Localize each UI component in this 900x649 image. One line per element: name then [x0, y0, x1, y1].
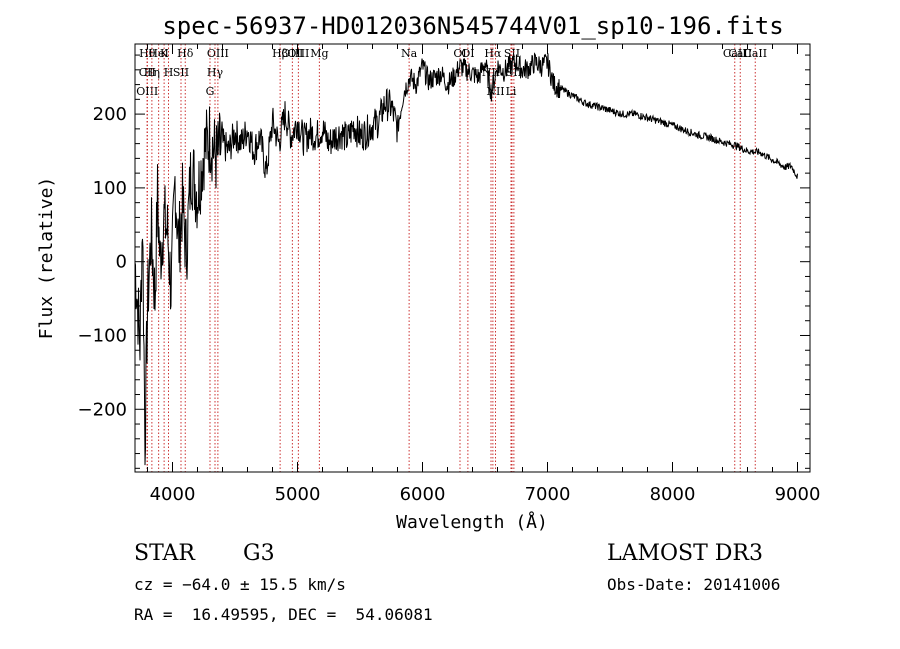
- x-tick-label: 5000: [275, 484, 321, 505]
- y-tick-label: −100: [78, 325, 127, 346]
- line-marker-label: HeI: [148, 47, 168, 60]
- spectrum-chart: spec-56937-HD012036N545744V01_sp10-196.f…: [36, 12, 821, 533]
- obs-date: Obs-Date: 20141006: [607, 575, 781, 594]
- coordinates: RA = 16.49595, DEC = 54.06081: [134, 605, 433, 624]
- line-marker-label: CaII: [723, 47, 747, 60]
- line-marker-label: Hα: [484, 47, 502, 60]
- x-tick-label: 9000: [775, 484, 821, 505]
- y-tick-label: 200: [93, 104, 127, 125]
- line-marker-label: CaII: [743, 47, 767, 60]
- x-axis-label: Wavelength (Å): [396, 511, 548, 533]
- line-marker-label: G: [206, 85, 215, 98]
- y-tick-label: 0: [116, 252, 127, 273]
- x-tick-label: 8000: [650, 484, 696, 505]
- line-marker-label: Hθ: [139, 47, 156, 60]
- line-marker-label: OIII: [287, 47, 309, 60]
- y-tick-label: −200: [78, 399, 127, 420]
- line-marker-label: OIII: [136, 85, 158, 98]
- x-tick-label: 4000: [150, 484, 196, 505]
- line-marker-label: Hγ: [207, 66, 224, 79]
- line-marker-label: OIII: [207, 47, 229, 60]
- x-tick-label: 7000: [525, 484, 571, 505]
- line-marker-label: OI: [461, 47, 474, 60]
- line-marker-label: CaII: [728, 47, 752, 60]
- line-marker-label: Hη: [144, 66, 160, 79]
- spectrum-line: [134, 52, 798, 466]
- y-tick-label: 100: [93, 178, 127, 199]
- line-marker-label: Na: [401, 47, 418, 60]
- line-marker-label: Hδ: [177, 47, 194, 60]
- line-marker-label: Hβ: [272, 47, 288, 60]
- line-marker-label: Mg: [310, 47, 328, 60]
- plot-frame: [134, 43, 811, 473]
- line-marker-label: K: [160, 47, 169, 60]
- line-marker-label: Li: [506, 85, 517, 98]
- y-axis-label: Flux (relative): [36, 177, 57, 340]
- line-marker-label: SII: [173, 66, 189, 79]
- object-type: STAR: [134, 541, 195, 566]
- subclass: G3: [243, 541, 275, 566]
- line-marker-label: OI: [453, 47, 466, 60]
- line-marker-label: H: [164, 66, 174, 79]
- chart-title: spec-56937-HD012036N545744V01_sp10-196.f…: [162, 12, 783, 40]
- redshift-value: cz = −64.0 ± 15.5 km/s: [134, 575, 346, 594]
- survey-name: LAMOST DR3: [607, 541, 763, 566]
- x-tick-label: 6000: [400, 484, 446, 505]
